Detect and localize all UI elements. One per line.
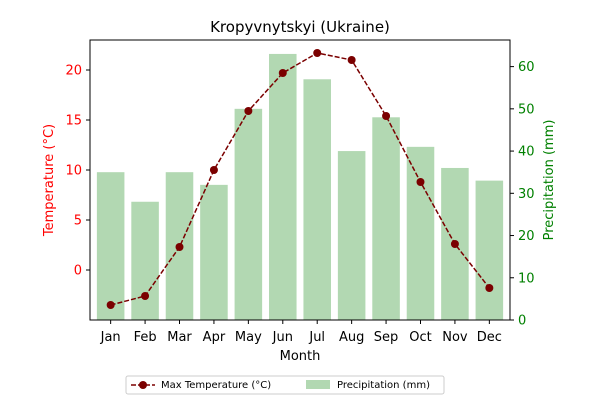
precipitation-bar — [200, 184, 228, 320]
legend-frame — [125, 375, 445, 395]
x-axis: Jan Feb Mar Apr May Jun Jul Aug Sep Oct Nov Dec — [100, 320, 502, 345]
right-tick-label: 0 — [518, 314, 526, 329]
temperature-point — [209, 166, 218, 174]
right-tick-label: 50 — [518, 102, 535, 117]
precipitation-bar — [372, 117, 400, 320]
legend-bar-swatch — [306, 380, 330, 389]
x-tick-label: Feb — [134, 330, 157, 345]
x-axis-label: Month — [280, 349, 321, 364]
precipitation-bar — [131, 201, 159, 320]
x-tick-label: Apr — [203, 330, 226, 345]
precipitation-bar — [96, 172, 125, 320]
legend-label-precipitation: Precipitation (mm) — [337, 380, 430, 391]
precipitation-bar — [303, 79, 331, 320]
legend-marker-icon — [139, 381, 147, 389]
temperature-point — [382, 112, 391, 120]
right-tick-label: 60 — [518, 60, 535, 75]
left-axis-label: Temperature (°C) — [42, 124, 57, 237]
right-axis-label: Precipitation (mm) — [542, 120, 557, 241]
left-tick-label: 15 — [65, 114, 82, 129]
precipitation-bar — [475, 180, 504, 320]
temperature-point — [106, 301, 115, 309]
precipitation-bar — [269, 53, 297, 321]
precipitation-bars — [96, 53, 504, 321]
left-tick-label: 5 — [74, 214, 82, 229]
temperature-point — [175, 243, 184, 251]
left-tick-label: 10 — [65, 164, 82, 179]
x-tick-label: Sep — [374, 330, 399, 345]
temperature-point — [278, 69, 287, 77]
legend-label-temperature: Max Temperature (°C) — [161, 380, 271, 391]
legend: Max Temperature (°C) Precipitation (mm) — [125, 375, 445, 395]
temperature-point — [450, 240, 459, 248]
precipitation-bar — [337, 151, 366, 320]
precipitation-bar — [234, 108, 263, 320]
temperature-point — [141, 292, 150, 300]
x-tick-label: Jul — [308, 330, 325, 345]
temperature-point — [244, 107, 253, 115]
temperature-line-path — [110, 52, 490, 306]
right-tick-label: 40 — [518, 145, 535, 160]
right-tick-label: 10 — [518, 271, 535, 286]
right-tick-label: 30 — [518, 187, 535, 202]
left-tick-label: 20 — [65, 64, 82, 79]
right-y-axis: 0 10 20 30 40 50 60 — [510, 60, 535, 329]
x-tick-label: Oct — [409, 330, 431, 345]
x-tick-label: Mar — [167, 330, 192, 345]
plot-frame — [89, 39, 511, 321]
x-tick-label: May — [235, 330, 262, 345]
precipitation-bar — [406, 146, 435, 320]
temperature-point — [313, 49, 322, 57]
x-tick-label: Aug — [339, 330, 364, 345]
x-tick-label: Jun — [272, 330, 293, 345]
chart-title: Kropyvnytskyi (Ukraine) — [210, 18, 390, 36]
temperature-line — [106, 49, 494, 309]
left-tick-label: 0 — [74, 264, 82, 279]
x-tick-label: Dec — [477, 330, 502, 345]
x-tick-label: Nov — [442, 330, 468, 345]
left-y-axis: 0 5 10 15 20 — [65, 64, 90, 279]
x-tick-label: Jan — [100, 330, 121, 345]
temperature-point — [347, 56, 356, 64]
temperature-point — [416, 178, 425, 186]
temperature-point — [485, 284, 494, 292]
right-tick-label: 20 — [518, 229, 535, 244]
